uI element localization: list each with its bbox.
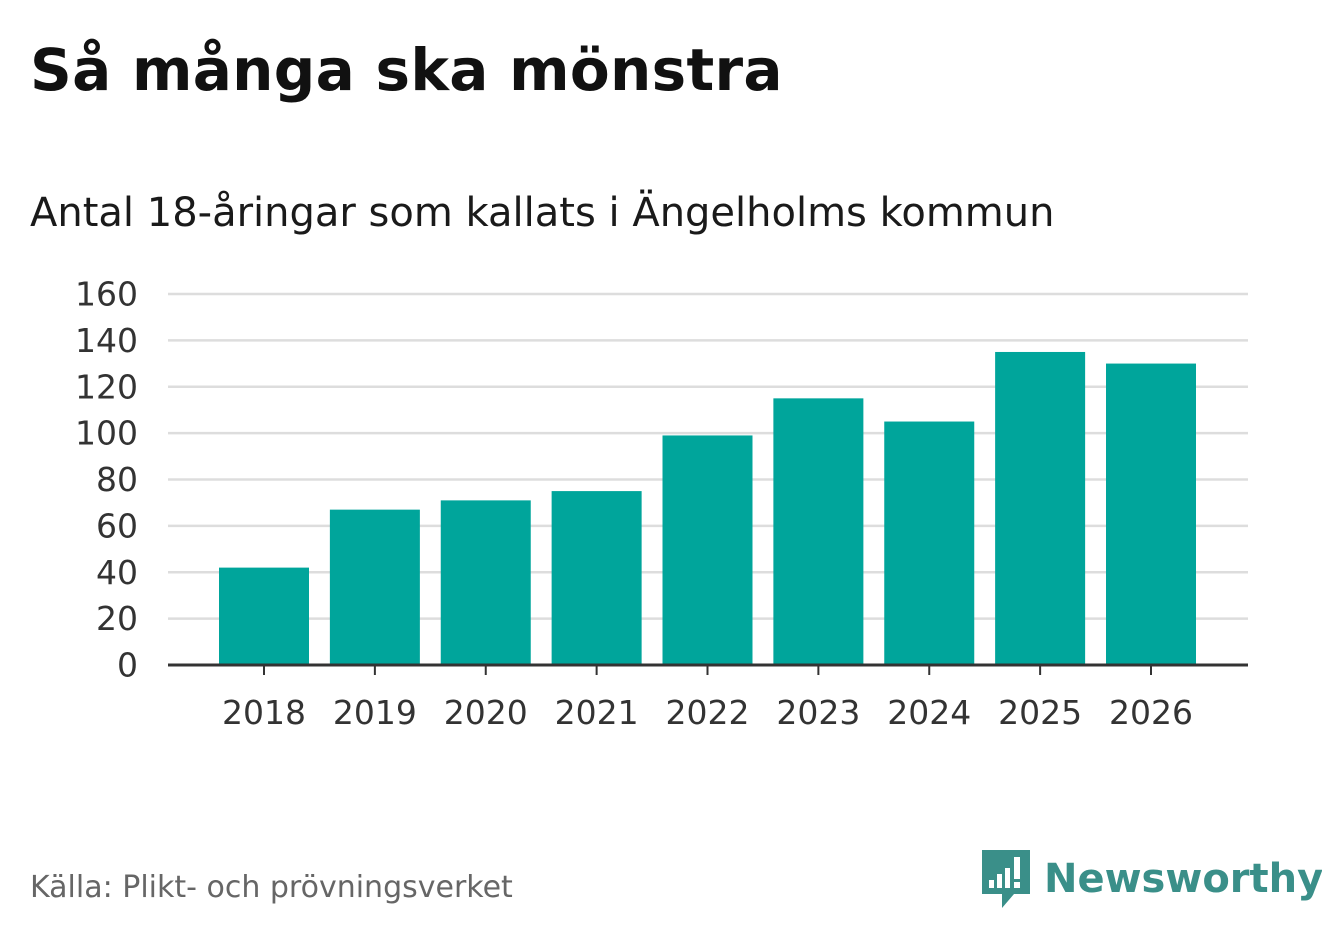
source-note: Källa: Plikt- och prövningsverket <box>30 870 513 905</box>
axes: 0 20 40 60 80 100 120 140 160 2018 2019 2020 2021 202… <box>75 275 1248 732</box>
y-tick-label-100: 100 <box>75 414 138 453</box>
x-tick-label-2024: 2024 <box>887 693 971 732</box>
bar-2020 <box>440 500 531 665</box>
y-tick-label-160: 160 <box>75 275 138 314</box>
bars <box>219 351 1196 665</box>
bar-2024 <box>884 421 975 665</box>
y-tick-label-140: 140 <box>75 321 138 360</box>
x-tick-label-2023: 2023 <box>776 693 860 732</box>
y-tick-label-80: 80 <box>96 460 138 499</box>
bar-2023 <box>773 398 864 665</box>
y-tick-label-40: 40 <box>96 553 138 592</box>
x-tick-label-2018: 2018 <box>222 693 306 732</box>
brand-name: Newsworthy <box>1044 856 1322 902</box>
bar-2021 <box>551 491 642 665</box>
chart-subtitle: Antal 18-åringar som kallats i Ängelholm… <box>30 190 1055 236</box>
y-tick-label-20: 20 <box>96 599 138 638</box>
x-tick-label-2025: 2025 <box>998 693 1082 732</box>
y-tick-label-120: 120 <box>75 367 138 406</box>
bar-2022 <box>662 435 753 665</box>
newsworthy-logo-icon <box>982 850 1030 908</box>
x-tick-label-2020: 2020 <box>444 693 528 732</box>
brand-logo: Newsworthy <box>980 848 1322 910</box>
bar-2018 <box>219 567 309 665</box>
x-tick-label-2026: 2026 <box>1109 693 1193 732</box>
y-tick-label-0: 0 <box>117 646 138 685</box>
x-tick-label-2019: 2019 <box>333 693 417 732</box>
chart-title: Så många ska mönstra <box>30 36 783 104</box>
bar-2019 <box>329 509 420 665</box>
x-tick-label-2022: 2022 <box>666 693 750 732</box>
x-tick-label-2021: 2021 <box>555 693 639 732</box>
y-tick-label-60: 60 <box>96 506 138 545</box>
bar-2026 <box>1106 363 1196 665</box>
bar-2025 <box>995 351 1086 665</box>
